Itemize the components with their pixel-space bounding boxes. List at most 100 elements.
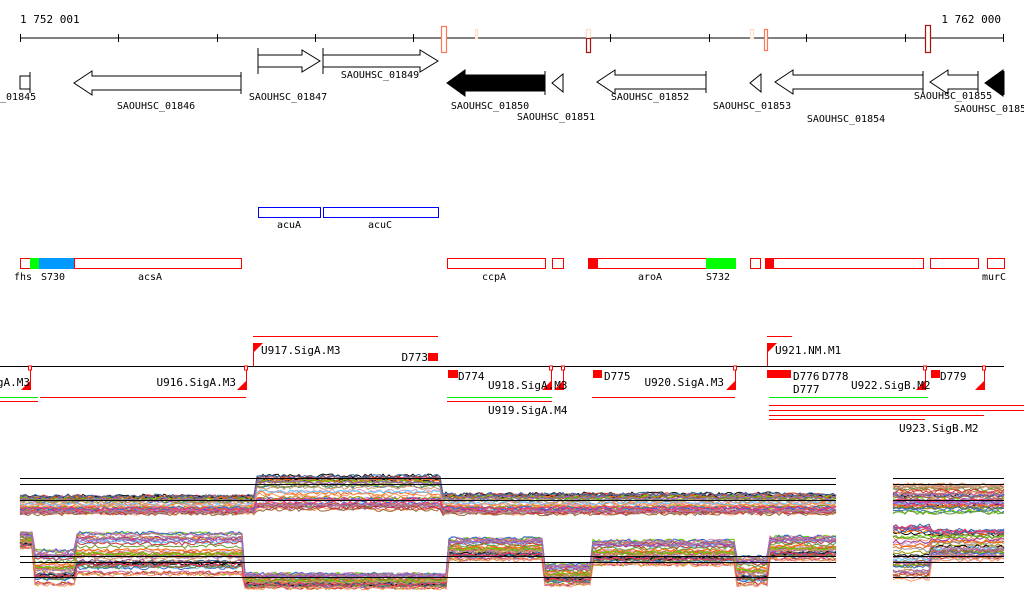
transcription-label: U922.SigB.M2: [851, 379, 930, 392]
gene-saouhsc_01854[interactable]: SAOUHSC_01854: [774, 69, 924, 125]
feature-box[interactable]: [773, 258, 924, 269]
feature-acuA[interactable]: [258, 207, 321, 218]
expression-series-line: [892, 494, 1005, 500]
promoter-flag-icon[interactable]: [767, 343, 777, 353]
transcription-label: D774: [458, 370, 485, 383]
ruler-marker[interactable]: [749, 28, 755, 40]
feature-acuC[interactable]: [323, 207, 439, 218]
gene-arrow[interactable]: [551, 72, 564, 94]
feature-box[interactable]: [30, 258, 40, 269]
ruler-marker[interactable]: [440, 25, 448, 54]
site-marker: [28, 365, 32, 371]
gene-arrow[interactable]: [596, 69, 707, 95]
transcription-label: D773: [402, 351, 429, 364]
promoter-flag-icon[interactable]: [542, 380, 552, 390]
site-marker: [244, 365, 248, 371]
transcription-label: D778: [822, 370, 849, 383]
ruler-marker[interactable]: [924, 24, 932, 54]
promoter-flag-icon[interactable]: [237, 380, 247, 390]
gene-saouhsc_01851[interactable]: SAOUHSC_01851: [517, 72, 595, 123]
ruler-marker[interactable]: [474, 28, 479, 40]
gene-arrow[interactable]: [749, 72, 762, 94]
gene-saouhsc_01850[interactable]: SAOUHSC_01850: [446, 69, 546, 112]
expression-series-line: [19, 537, 837, 583]
transcription-label: gA.M3: [0, 376, 30, 389]
feature-label-murC: murC: [982, 272, 1006, 283]
gene-saouhsc_01845[interactable]: SAOUHSC_01845: [0, 72, 36, 103]
gene-arrow[interactable]: [322, 49, 439, 73]
terminator-block[interactable]: [767, 370, 791, 378]
expression-series-line: [892, 557, 1005, 582]
gene-label: SAOUHSC_01852: [611, 92, 689, 103]
expression-series-line: [19, 503, 837, 515]
feature-box[interactable]: [987, 258, 1005, 269]
expression-series-line: [892, 547, 1004, 565]
feature-box[interactable]: [552, 258, 564, 269]
feature-label-S732: S732: [706, 272, 730, 283]
feature-label-aroA: aroA: [638, 272, 662, 283]
gene-saouhsc_01852[interactable]: SAOUHSC_01852: [596, 69, 707, 103]
feature-box[interactable]: [39, 258, 75, 269]
promoter-flag-icon[interactable]: [726, 380, 736, 390]
site-marker: [561, 365, 565, 371]
feature-box[interactable]: [597, 258, 707, 269]
terminator-block[interactable]: [428, 353, 438, 361]
gene-label: SAOUHSC_01845: [0, 92, 36, 103]
promoter-flag-icon[interactable]: [975, 380, 985, 390]
expression-series-line: [892, 540, 1005, 552]
expression-series-line: [892, 538, 1005, 548]
expression-series-line: [19, 506, 837, 517]
gene-arrow[interactable]: [19, 75, 31, 90]
promoter-flag-icon[interactable]: [253, 343, 263, 353]
gene-arrow[interactable]: [73, 70, 242, 96]
terminator-block[interactable]: [593, 370, 602, 378]
transcription-label: D779: [940, 370, 967, 383]
expression-series-line: [19, 489, 837, 508]
site-marker: [923, 365, 927, 371]
gene-saouhsc_01849[interactable]: SAOUHSC_01849: [322, 48, 439, 81]
feature-box[interactable]: [765, 258, 774, 269]
gene-arrow[interactable]: [446, 69, 546, 97]
gene-saouhsc_01847[interactable]: SAOUHSC_01847: [249, 48, 327, 103]
gene-label: SAOUHSC_01854: [807, 114, 885, 125]
expression-series-line: [19, 473, 837, 499]
expression-series-line: [892, 556, 1005, 581]
feature-box[interactable]: [20, 258, 31, 269]
expression-series-line: [19, 496, 837, 511]
gene-arrow[interactable]: [929, 69, 979, 95]
feature-label-ccpA: ccpA: [482, 272, 506, 283]
feature-box[interactable]: [706, 258, 736, 269]
ruler-marker[interactable]: [763, 28, 769, 52]
ruler-marker[interactable]: [585, 37, 592, 54]
promoter-flag-icon[interactable]: [21, 380, 31, 390]
feature-track: acuA acuC fhs S730 acsA ccpA aroA S732 murC: [14, 207, 1006, 283]
feature-box[interactable]: [750, 258, 761, 269]
terminator-block[interactable]: [931, 370, 940, 378]
transcription-label: U916.SigA.M3: [157, 376, 236, 389]
feature-box[interactable]: [447, 258, 546, 269]
gene-arrow[interactable]: [774, 69, 924, 95]
gene-saouhsc_01853[interactable]: SAOUHSC_01853: [713, 72, 791, 112]
gene-arrow[interactable]: [257, 49, 321, 73]
expression-series-line: [892, 510, 1005, 515]
expression-series-line: [892, 509, 1005, 514]
transcription-label: U921.NM.M1: [775, 344, 841, 357]
ruler-marker[interactable]: [585, 28, 592, 40]
transcription-label: U923.SigB.M2: [899, 422, 978, 435]
transcription-label: U918.SigA.M3: [488, 379, 567, 392]
feature-box[interactable]: [588, 258, 598, 269]
gene-label: SAOUHSC_01847: [249, 92, 327, 103]
gene-saouhsc_0185[interactable]: SAOUHSC_0185: [954, 69, 1024, 115]
feature-box[interactable]: [74, 258, 242, 269]
feature-box[interactable]: [930, 258, 979, 269]
gene-saouhsc_01855[interactable]: SAOUHSC_01855: [914, 69, 992, 102]
transcription-label: U919.SigA.M4: [488, 404, 568, 417]
gene-saouhsc_01846[interactable]: SAOUHSC_01846: [73, 70, 242, 112]
promoter-flag-icon[interactable]: [916, 380, 926, 390]
promoter-flag-icon[interactable]: [554, 380, 564, 390]
expression-series-line: [892, 544, 1005, 558]
expression-series-line: [892, 505, 1005, 511]
terminator-block[interactable]: [448, 370, 458, 378]
feature-label: acuC: [368, 220, 392, 231]
